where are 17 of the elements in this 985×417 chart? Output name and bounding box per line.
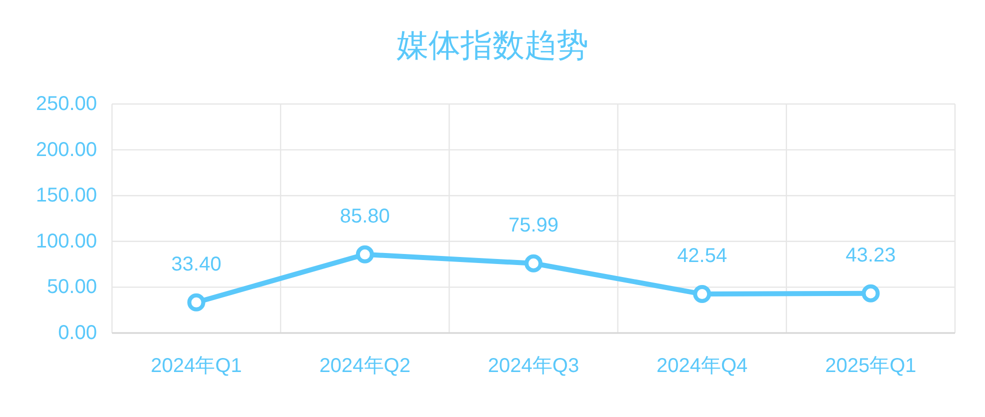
y-tick-label: 200.00 — [36, 138, 97, 161]
x-tick-label: 2024年Q2 — [319, 355, 410, 377]
data-label: 85.80 — [340, 205, 390, 228]
y-tick-label: 100.00 — [36, 230, 97, 252]
x-tick-label: 2024年Q4 — [656, 355, 748, 377]
y-tick-label: 50.00 — [46, 276, 97, 298]
y-tick-label: 150.00 — [36, 184, 97, 207]
y-tick-label: 250.00 — [36, 93, 97, 115]
data-label: 33.40 — [171, 253, 222, 276]
x-tick-label: 2025年Q1 — [825, 355, 916, 377]
x-tick-label: 2024年Q3 — [488, 355, 580, 377]
data-label: 42.54 — [677, 245, 728, 268]
x-tick-label: 2024年Q1 — [150, 355, 242, 377]
data-label: 43.23 — [846, 244, 896, 266]
y-tick-label: 0.00 — [58, 322, 97, 344]
data-label: 75.99 — [508, 214, 559, 236]
title: 媒体指数趋势 — [396, 27, 588, 63]
